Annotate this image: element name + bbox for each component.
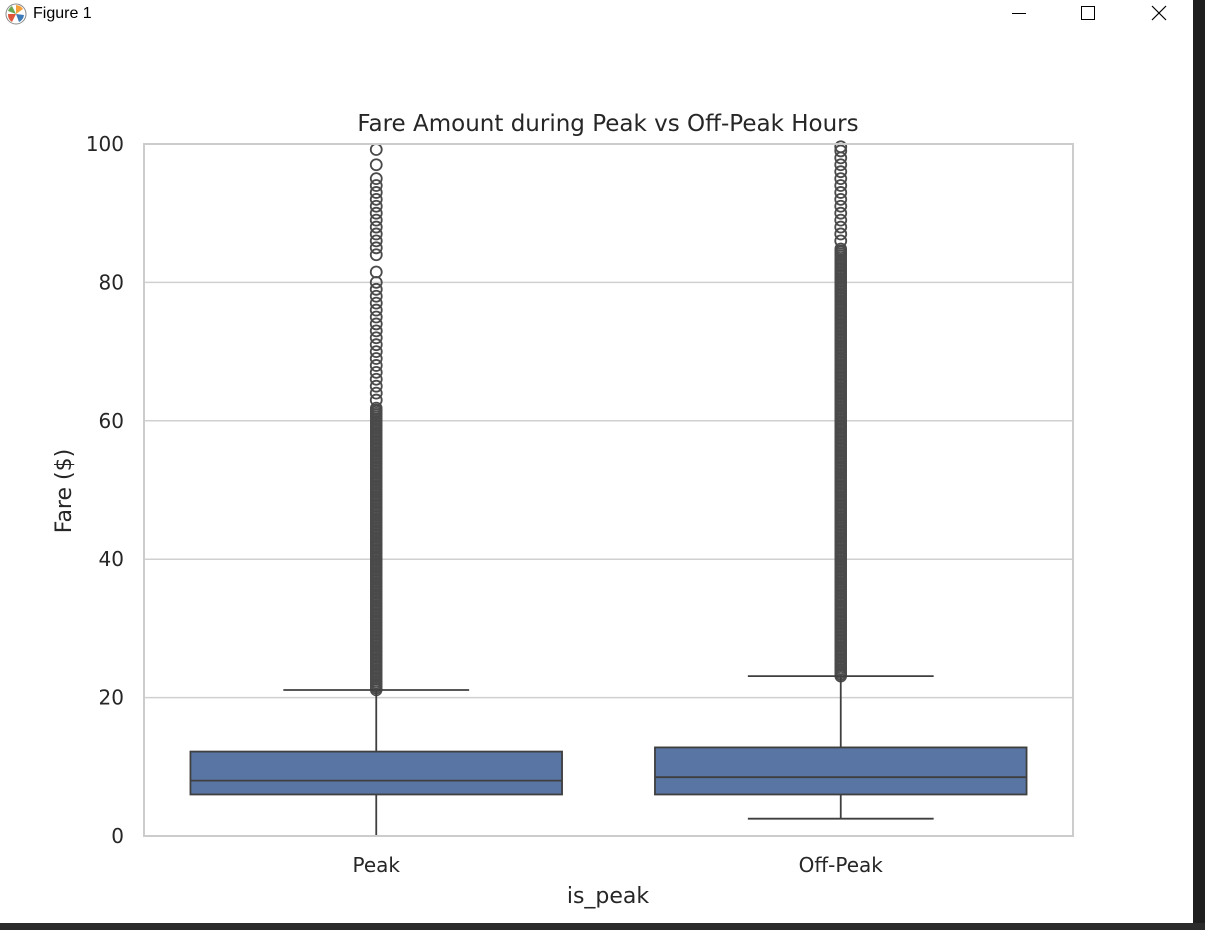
outlier-point <box>834 140 848 154</box>
y-tick-label: 100 <box>86 132 124 156</box>
minimize-button[interactable] <box>996 0 1042 30</box>
outlier-point <box>369 296 383 310</box>
outlier-point <box>834 213 848 227</box>
axes-frame <box>143 143 1074 837</box>
outlier-point <box>369 310 383 324</box>
outlier-point <box>370 401 383 415</box>
outlier-point <box>369 241 383 255</box>
tick-labels: 0 20 40 60 80 100 Peak Off-Peak <box>86 132 883 877</box>
outlier-point <box>369 345 383 359</box>
outlier-point <box>834 172 848 186</box>
box-peak <box>189 750 563 796</box>
y-tick-label: 40 <box>99 547 124 571</box>
x-tick-label: Peak <box>353 853 401 877</box>
outlier-point <box>369 227 383 241</box>
outlier-point <box>369 172 383 186</box>
y-tick-label: 0 <box>111 824 124 848</box>
outlier-point <box>834 192 848 206</box>
outlier-point <box>369 372 383 386</box>
outlier-point <box>369 338 383 352</box>
taskbar-edge <box>0 923 1205 930</box>
outlier-point <box>834 199 848 213</box>
matplotlib-logo-icon <box>4 2 28 26</box>
outlier-point <box>369 213 383 227</box>
outlier-point <box>834 234 848 248</box>
y-tick-label: 60 <box>99 409 124 433</box>
outlier-point <box>369 234 383 248</box>
chart-marks <box>189 140 1028 837</box>
background-window-edge <box>1193 0 1205 930</box>
title-bar[interactable]: Figure 1 <box>0 0 1193 30</box>
outlier-point <box>369 331 383 345</box>
outlier-point <box>369 186 383 199</box>
outlier-point <box>834 242 847 256</box>
outlier-point <box>369 324 383 338</box>
outlier-point <box>369 352 383 365</box>
outlier-point <box>369 379 383 393</box>
outlier-point <box>369 192 383 206</box>
outlier-point <box>369 393 383 407</box>
y-tick-label: 80 <box>99 270 124 294</box>
outlier-point <box>369 158 383 172</box>
outlier-point <box>369 303 383 317</box>
y-tick-label: 20 <box>99 686 124 710</box>
outlier-point <box>369 220 383 234</box>
outlier-point <box>369 289 383 303</box>
x-axis-label: is_peak <box>567 884 650 909</box>
outlier-point <box>834 158 848 172</box>
outlier-point <box>369 179 383 192</box>
outlier-point <box>369 143 383 156</box>
outlier-point <box>834 206 848 220</box>
outlier-point <box>369 206 383 220</box>
maximize-icon <box>1081 6 1095 20</box>
outlier-point <box>369 317 383 331</box>
window-title: Figure 1 <box>33 5 92 22</box>
chart-title: Fare Amount during Peak vs Off-Peak Hour… <box>357 111 858 137</box>
outlier-point <box>834 144 848 158</box>
outlier-point <box>834 220 848 234</box>
outlier-point <box>369 386 383 400</box>
outlier-point <box>369 282 383 296</box>
grid-lines <box>144 143 1073 837</box>
y-axis-label: Fare ($) <box>52 449 77 533</box>
close-button[interactable] <box>1135 0 1181 30</box>
minimize-icon <box>1012 13 1026 14</box>
x-tick-label: Off-Peak <box>799 853 884 877</box>
outlier-point <box>369 199 383 213</box>
outlier-point <box>369 365 383 379</box>
outlier-point <box>834 165 848 179</box>
close-icon <box>1151 5 1167 21</box>
outlier-point <box>834 179 848 192</box>
box-off-peak <box>654 746 1028 796</box>
outlier-point <box>369 359 383 372</box>
outlier-point <box>834 186 848 199</box>
outlier-point <box>369 248 383 262</box>
outlier-point <box>834 227 848 241</box>
outlier-point <box>369 265 383 279</box>
maximize-button[interactable] <box>1065 0 1111 30</box>
